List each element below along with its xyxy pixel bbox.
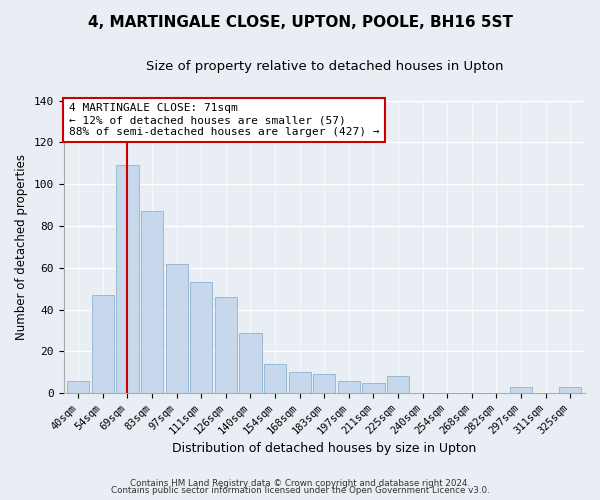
Bar — [559, 387, 581, 393]
Bar — [338, 380, 360, 393]
Bar — [67, 380, 89, 393]
Bar — [362, 382, 385, 393]
Text: 4 MARTINGALE CLOSE: 71sqm
← 12% of detached houses are smaller (57)
88% of semi-: 4 MARTINGALE CLOSE: 71sqm ← 12% of detac… — [69, 104, 379, 136]
Bar — [264, 364, 286, 393]
Bar — [116, 166, 139, 393]
Text: 4, MARTINGALE CLOSE, UPTON, POOLE, BH16 5ST: 4, MARTINGALE CLOSE, UPTON, POOLE, BH16 … — [88, 15, 512, 30]
Bar — [190, 282, 212, 393]
Text: Contains HM Land Registry data © Crown copyright and database right 2024.: Contains HM Land Registry data © Crown c… — [130, 478, 470, 488]
Bar — [239, 332, 262, 393]
Y-axis label: Number of detached properties: Number of detached properties — [15, 154, 28, 340]
Bar — [141, 212, 163, 393]
Bar — [215, 297, 237, 393]
Bar — [510, 387, 532, 393]
X-axis label: Distribution of detached houses by size in Upton: Distribution of detached houses by size … — [172, 442, 476, 455]
Bar — [313, 374, 335, 393]
Text: Contains public sector information licensed under the Open Government Licence v3: Contains public sector information licen… — [110, 486, 490, 495]
Bar — [166, 264, 188, 393]
Title: Size of property relative to detached houses in Upton: Size of property relative to detached ho… — [146, 60, 503, 73]
Bar — [289, 372, 311, 393]
Bar — [92, 295, 114, 393]
Bar — [387, 376, 409, 393]
